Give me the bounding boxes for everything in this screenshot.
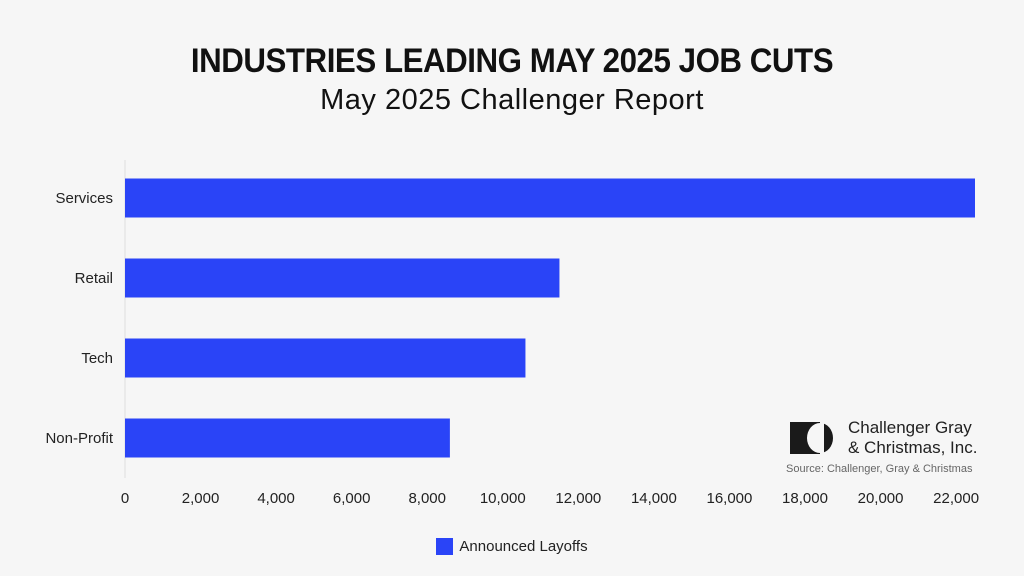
category-label: Tech	[81, 350, 113, 367]
source-note: Source: Challenger, Gray & Christmas	[786, 463, 973, 475]
x-tick-label: 8,000	[408, 490, 446, 507]
x-tick-label: 10,000	[480, 490, 526, 507]
x-tick-label: 20,000	[858, 490, 904, 507]
legend-swatch	[436, 538, 454, 555]
chart-title: INDUSTRIES LEADING MAY 2025 JOB CUTS	[190, 42, 834, 80]
x-tick-label: 4,000	[257, 490, 295, 507]
logo-line-1: Challenger Gray	[848, 418, 972, 437]
bar-tech	[125, 338, 526, 378]
x-tick-label: 22,000	[933, 490, 979, 507]
company-logo: Challenger Gray & Christmas, Inc.	[790, 418, 990, 458]
x-tick-label: 14,000	[631, 490, 677, 507]
x-tick-label: 6,000	[333, 490, 371, 507]
bar-services	[125, 178, 975, 218]
x-tick-label: 18,000	[782, 490, 828, 507]
bar-retail	[125, 258, 560, 298]
x-tick-label: 2,000	[182, 490, 220, 507]
legend-label: Announced Layoffs	[459, 538, 588, 555]
chart-subtitle: May 2025 Challenger Report	[320, 84, 704, 116]
x-tick-label: 12,000	[555, 490, 601, 507]
logo-line-2: & Christmas, Inc.	[848, 438, 978, 457]
logo-text: Challenger Gray & Christmas, Inc.	[848, 418, 977, 458]
x-tick-label: 16,000	[706, 490, 752, 507]
bar-non-profit	[125, 418, 450, 458]
legend: Announced Layoffs	[0, 538, 1024, 555]
category-label: Services	[55, 190, 113, 207]
category-label: Retail	[75, 270, 113, 287]
challenger-logo-icon	[790, 422, 833, 454]
x-tick-label: 0	[121, 490, 129, 507]
category-label: Non-Profit	[45, 430, 113, 447]
